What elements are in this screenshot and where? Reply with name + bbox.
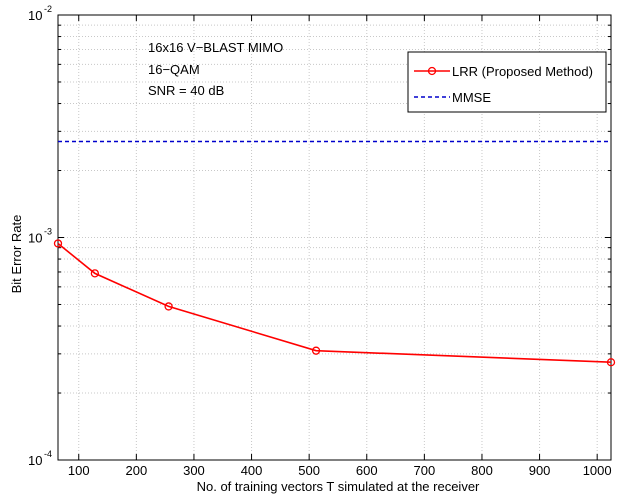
y-tick-label-base: 10 (28, 8, 42, 23)
data-point-lrr (606, 358, 616, 367)
data-point-lrr (311, 346, 321, 355)
y-axis-label: Bit Error Rate (9, 215, 24, 294)
y-tick-label-exp: -3 (44, 227, 52, 237)
data-point-lrr (164, 302, 173, 311)
y-tick-label-base: 10 (28, 453, 42, 468)
y-tick-label-exp: -4 (44, 449, 52, 459)
x-tick-label: 400 (241, 463, 263, 478)
legend-box (407, 51, 607, 113)
data-point-lrr (53, 239, 63, 248)
annotation-system: 16x16 V−BLAST MIMO (148, 40, 283, 55)
x-tick-label: 600 (356, 463, 378, 478)
y-tick-label-exp: -2 (44, 4, 52, 14)
x-tick-label: 100 (68, 463, 90, 478)
series-layer (53, 140, 616, 367)
y-tick-label-base: 10 (28, 231, 42, 246)
annotation-block: 16x16 V−BLAST MIMO 16−QAM SNR = 40 dB (148, 40, 283, 98)
series-line-lrr (57, 242, 612, 363)
legend-lrr-label: LRR (Proposed Method) (452, 64, 593, 79)
x-axis-label: No. of training vectors T simulated at t… (197, 479, 480, 494)
legend-mmse-label: MMSE (452, 90, 491, 105)
legend-lrr-marker (427, 66, 437, 76)
x-tick-label: 800 (471, 463, 493, 478)
x-tick-label: 200 (125, 463, 147, 478)
annotation-snr: SNR = 40 dB (148, 83, 224, 98)
x-tick-label: 700 (414, 463, 436, 478)
data-point-lrr (90, 269, 100, 278)
x-tick-label: 500 (298, 463, 320, 478)
grid (58, 15, 611, 460)
x-tick-label: 900 (529, 463, 551, 478)
x-tick-label: 1000 (583, 463, 612, 478)
annotation-modulation: 16−QAM (148, 62, 200, 77)
x-tick-label: 300 (183, 463, 205, 478)
legend: LRR (Proposed Method) MMSE (407, 51, 607, 113)
